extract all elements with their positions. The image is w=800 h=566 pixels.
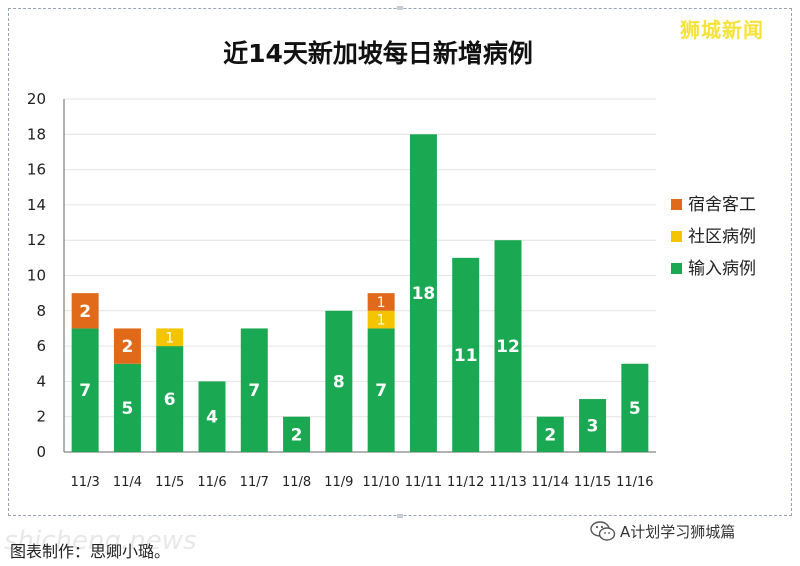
brand-logo-text: 狮城新闻	[680, 18, 764, 42]
y-tick-label: 10	[27, 267, 46, 285]
y-tick-label: 0	[36, 443, 46, 461]
bar-segment	[71, 328, 99, 452]
data-label: 1	[377, 295, 386, 311]
legend-swatch	[671, 263, 682, 274]
data-label: 7	[375, 381, 387, 401]
x-tick-label: 11/13	[489, 475, 526, 490]
data-label: 1	[165, 330, 174, 346]
data-label: 1	[377, 313, 386, 329]
x-tick-label: 11/15	[574, 475, 611, 490]
bar-segment	[156, 328, 184, 347]
bar-segment	[113, 363, 141, 452]
resize-handle-bottom[interactable]	[397, 514, 403, 518]
bar-segment	[452, 257, 480, 452]
chart-title: 近14天新加坡每日新增病例	[223, 39, 533, 68]
x-tick-label: 11/5	[155, 475, 184, 490]
bar-segment	[409, 134, 437, 453]
data-label: 2	[122, 337, 134, 357]
chart-credit-caption: 图表制作：思卿小璐。	[10, 542, 171, 561]
x-tick-label: 11/4	[113, 475, 142, 490]
watermark: shicheng.news	[4, 526, 197, 556]
x-tick-label: 11/7	[240, 475, 269, 490]
x-tick-label: 11/9	[324, 475, 353, 490]
x-tick-label: 11/14	[532, 475, 569, 490]
resize-handle-top[interactable]	[397, 6, 403, 10]
bar-segment	[325, 310, 353, 452]
y-tick-label: 18	[27, 125, 46, 143]
x-tick-label: 11/6	[197, 475, 226, 490]
wechat-account: A计划学习狮城篇	[590, 520, 735, 542]
data-label: 2	[291, 425, 303, 445]
legend-label: 宿舍客工	[688, 195, 756, 215]
bar-segment	[113, 328, 141, 364]
data-label: 8	[333, 372, 345, 392]
data-label: 7	[79, 381, 91, 401]
data-label: 2	[544, 425, 556, 445]
legend-swatch	[671, 231, 682, 242]
x-tick-label: 11/16	[616, 475, 653, 490]
bar-segment	[367, 310, 395, 329]
bar-segment	[536, 416, 564, 452]
data-label: 5	[629, 399, 641, 419]
y-tick-label: 14	[27, 196, 46, 214]
bar-segment	[156, 346, 184, 452]
bar-segment	[367, 328, 395, 452]
data-label: 11	[454, 346, 478, 366]
x-tick-label: 11/8	[282, 475, 311, 490]
data-label: 18	[412, 284, 436, 304]
bar-segment	[198, 381, 226, 452]
data-label: 5	[122, 399, 134, 419]
data-label: 6	[164, 390, 176, 410]
legend-label: 输入病例	[688, 259, 756, 279]
data-label: 12	[496, 337, 520, 357]
bar-segment	[240, 328, 268, 452]
y-tick-label: 8	[36, 302, 46, 320]
bar-segment	[579, 399, 607, 452]
bar-segment	[71, 293, 99, 329]
wechat-account-name: A计划学习狮城篇	[620, 522, 736, 541]
legend-label: 社区病例	[688, 227, 756, 247]
bar-segment	[494, 240, 522, 452]
data-label: 7	[248, 381, 260, 401]
bar-segment	[283, 416, 311, 452]
wechat-icon	[590, 521, 616, 541]
x-tick-label: 11/10	[362, 475, 399, 490]
x-tick-label: 11/3	[71, 475, 100, 490]
data-label: 4	[206, 408, 218, 428]
data-label: 3	[587, 417, 599, 437]
x-axis: 11/3 11/4 11/5 11/6 11/7 11/8 11/9 11/10 11/11 11…	[71, 475, 654, 490]
y-tick-label: 4	[36, 372, 46, 390]
y-tick-label: 16	[27, 161, 46, 179]
x-tick-label: 11/11	[405, 475, 442, 490]
bars	[71, 134, 649, 453]
data-label: 2	[79, 302, 91, 322]
grid	[64, 98, 656, 418]
bar-segment	[621, 363, 649, 452]
bar-segment	[367, 293, 395, 311]
y-tick-label: 20	[27, 90, 46, 108]
y-tick-label: 6	[36, 337, 46, 355]
y-tick-label: 12	[27, 231, 46, 249]
y-tick-label: 2	[36, 408, 46, 426]
x-tick-label: 11/12	[447, 475, 484, 490]
legend-swatch	[671, 199, 682, 210]
